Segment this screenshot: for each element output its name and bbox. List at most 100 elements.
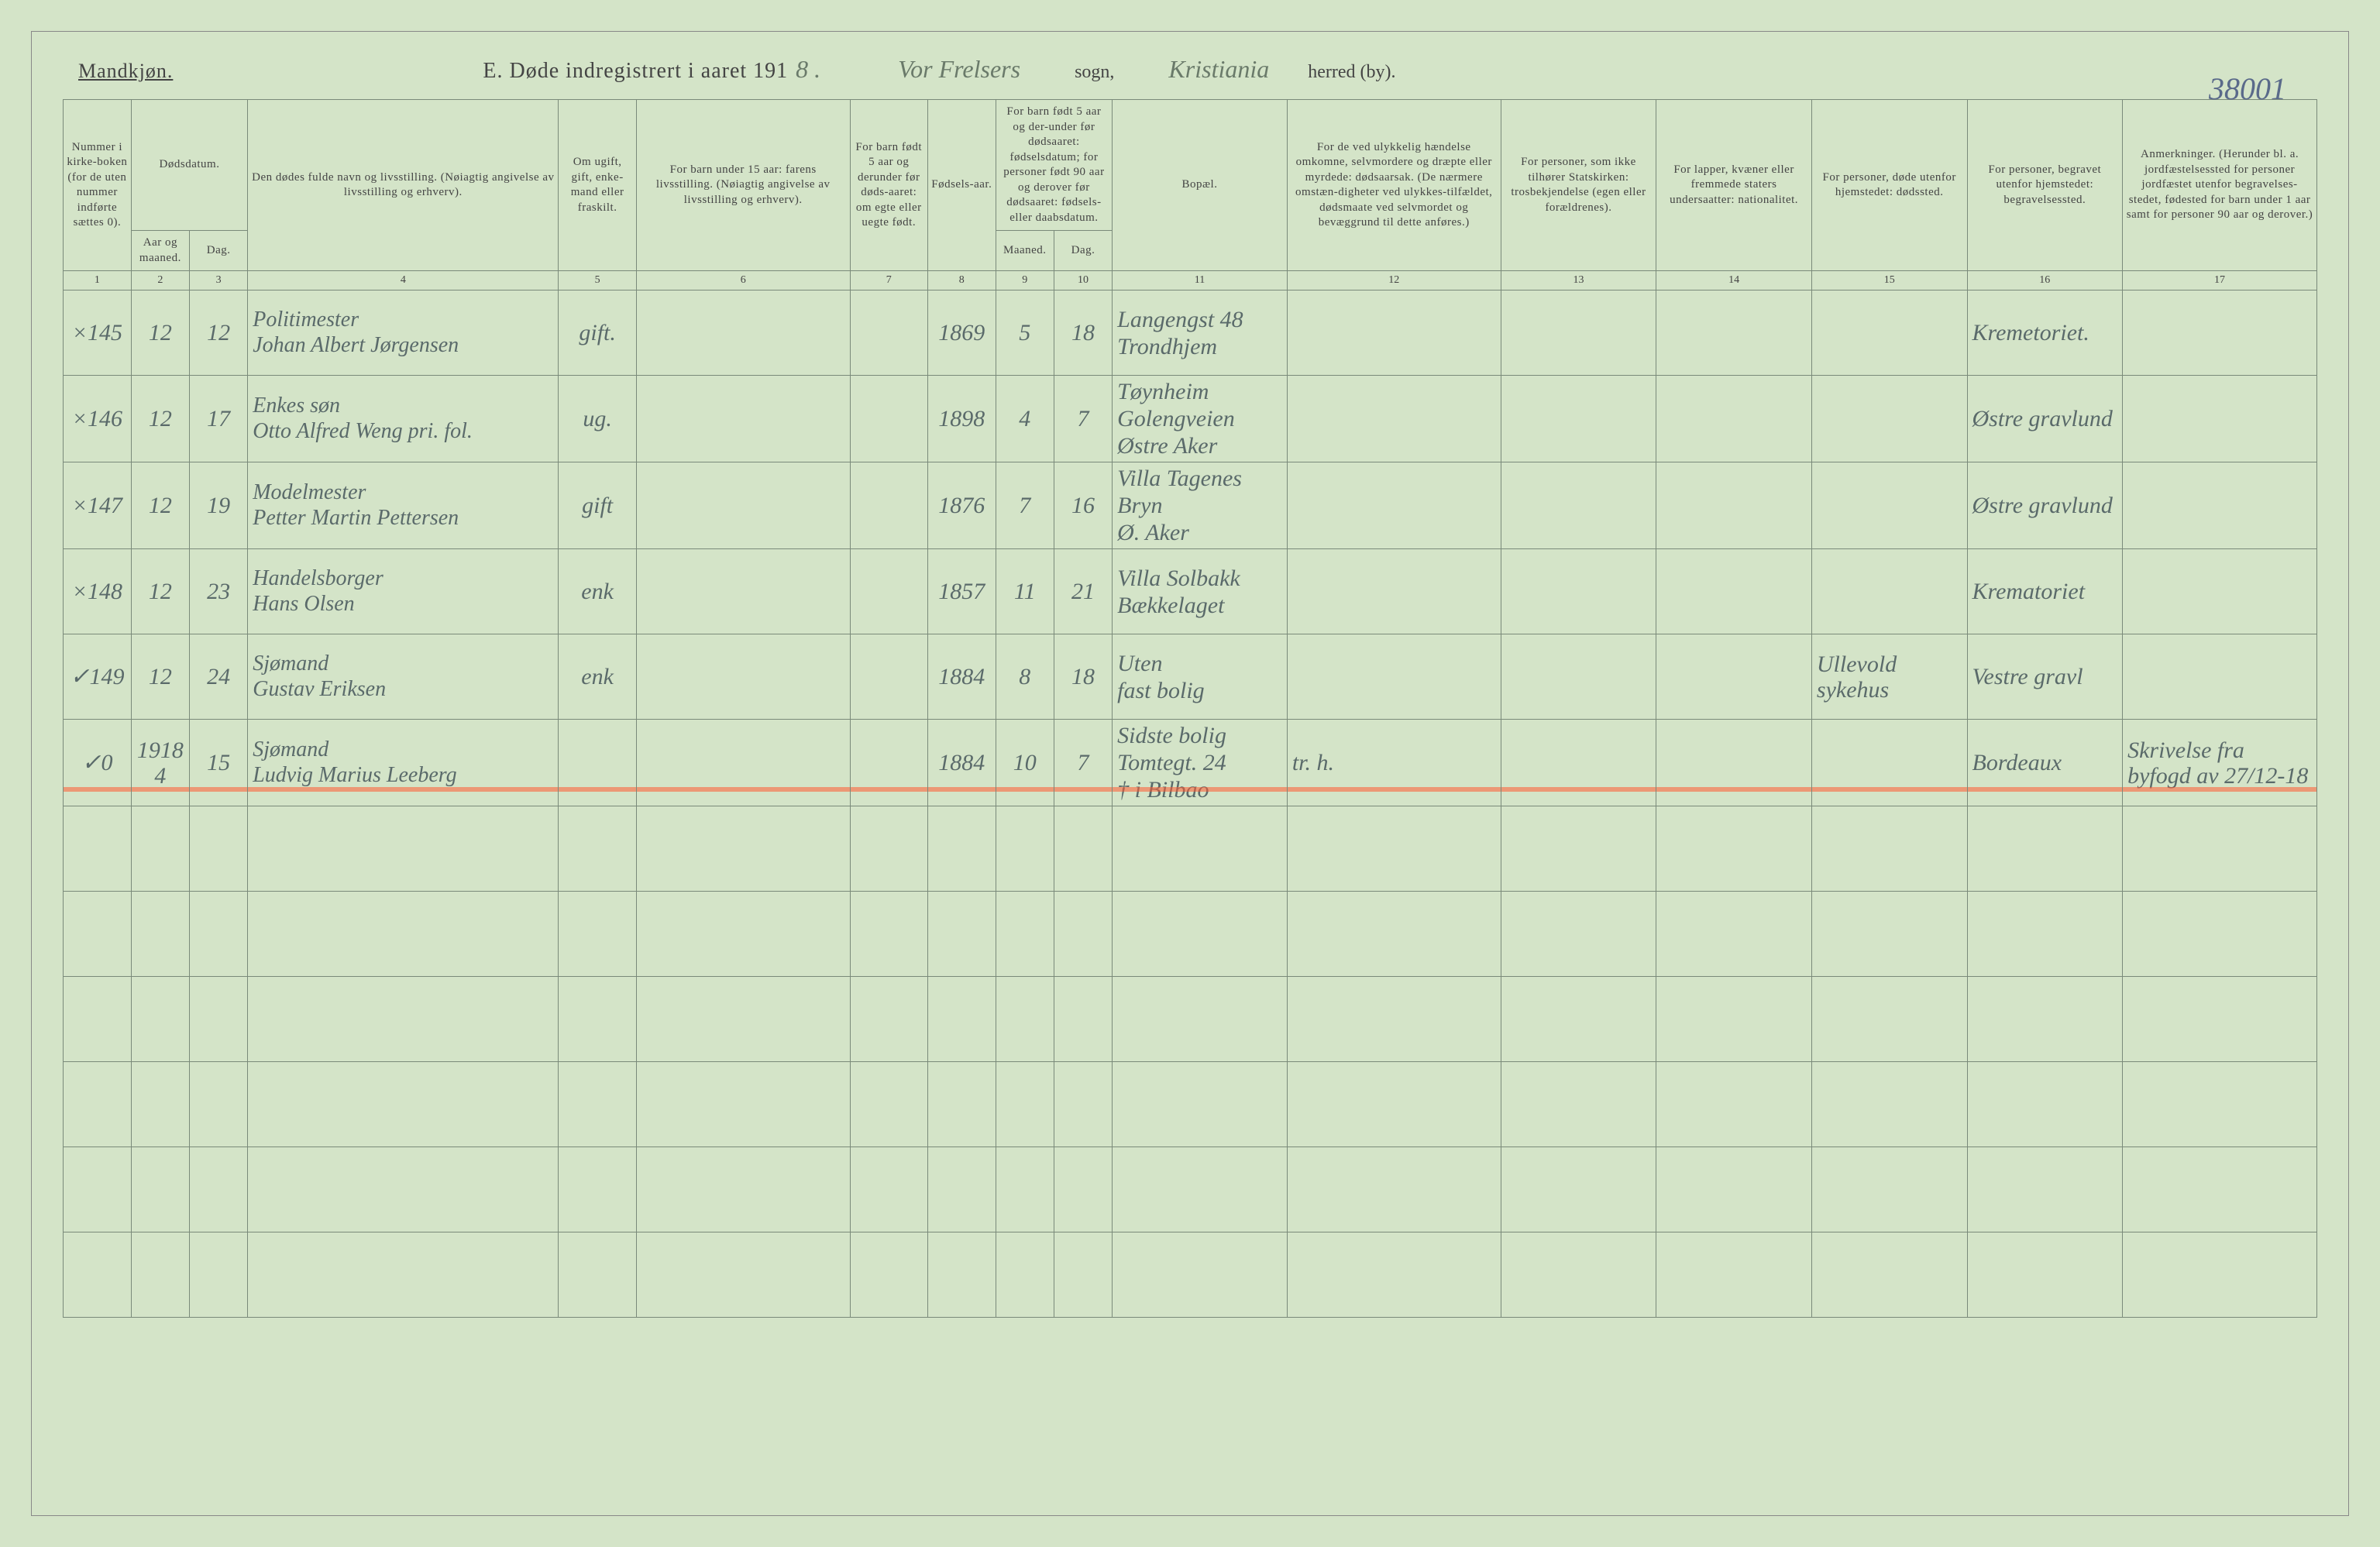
cell: [636, 806, 850, 892]
cell: 12: [131, 462, 189, 549]
col-header: Anmerkninger. (Herunder bl. a. jordfæste…: [2123, 100, 2317, 271]
cell: TøynheimGolengveienØstre Aker: [1113, 376, 1288, 462]
cell: 8: [996, 634, 1054, 720]
col-header: For personer, begravet utenfor hjemstede…: [1967, 100, 2123, 271]
cell: [2123, 1147, 2317, 1232]
cell: [1967, 977, 2123, 1062]
col-header: For barn født 5 aar og der-under før død…: [996, 100, 1112, 231]
column-number: 15: [1811, 271, 1967, 290]
column-number: 9: [996, 271, 1054, 290]
cell: [1113, 806, 1288, 892]
cell: [189, 1232, 247, 1318]
cell: ✓149: [64, 634, 132, 720]
col-header: Den dødes fulde navn og livsstilling. (N…: [248, 100, 559, 271]
cell: [248, 1147, 559, 1232]
cell: [636, 1062, 850, 1147]
column-number: 12: [1287, 271, 1501, 290]
cell: [927, 1232, 996, 1318]
column-number: 14: [1656, 271, 1812, 290]
cell: [1287, 376, 1501, 462]
cell: 16: [1054, 462, 1112, 549]
cell: [1501, 806, 1656, 892]
cell: [850, 892, 927, 977]
cell: [1967, 806, 2123, 892]
cell: Ullevold sykehus: [1811, 634, 1967, 720]
cell: [1811, 462, 1967, 549]
cell: [2123, 549, 2317, 634]
cell: [1811, 977, 1967, 1062]
col-header: For barn under 15 aar: farens livsstilli…: [636, 100, 850, 271]
cell: [636, 1232, 850, 1318]
cell: [636, 376, 850, 462]
col-header: For personer, døde utenfor hjemstedet: d…: [1811, 100, 1967, 271]
table-row: ×1471219ModelmesterPetter Martin Petters…: [64, 462, 2317, 549]
cell: 5: [996, 290, 1054, 376]
table-row: ×1481223HandelsborgerHans Olsenenk185711…: [64, 549, 2317, 634]
col-header: For personer, som ikke tilhører Statskir…: [1501, 100, 1656, 271]
col-header: For lapper, kvæner eller fremmede stater…: [1656, 100, 1812, 271]
cell: [636, 290, 850, 376]
cell: [248, 977, 559, 1062]
district-name: Kristiania: [1161, 55, 1277, 84]
table-row: [64, 1062, 2317, 1147]
cell: [189, 892, 247, 977]
cell: [2123, 806, 2317, 892]
column-number-row: 1234567891011121314151617: [64, 271, 2317, 290]
cell: 12: [131, 290, 189, 376]
cell: [850, 549, 927, 634]
col-header: Dag.: [1054, 231, 1112, 271]
cell: [1501, 720, 1656, 806]
parish-name: Vor Frelsers: [890, 55, 1028, 84]
cell: [996, 1232, 1054, 1318]
cell: [1054, 1062, 1112, 1147]
cell: [850, 1232, 927, 1318]
cell: [1967, 1062, 2123, 1147]
cell: gift: [559, 462, 636, 549]
cell: [1054, 977, 1112, 1062]
cell: [64, 977, 132, 1062]
cell: enk: [559, 549, 636, 634]
cell: 21: [1054, 549, 1112, 634]
cell: 10: [996, 720, 1054, 806]
cell: [1113, 1062, 1288, 1147]
cell: [1501, 462, 1656, 549]
cell: 7: [1054, 720, 1112, 806]
table-row: [64, 977, 2317, 1062]
cell: [189, 1062, 247, 1147]
cell: [1501, 977, 1656, 1062]
cell: [850, 1062, 927, 1147]
col-header: Maaned.: [996, 231, 1054, 271]
cell: 1898: [927, 376, 996, 462]
table-row: ✓1491224SjømandGustav Eriksenenk1884818U…: [64, 634, 2317, 720]
cell: [850, 376, 927, 462]
cell: [1811, 1062, 1967, 1147]
column-number: 4: [248, 271, 559, 290]
cell: [1054, 1232, 1112, 1318]
ledger-page: 38001 Mandkjøn. E. Døde indregistrert i …: [31, 31, 2349, 1516]
cell: [1501, 549, 1656, 634]
cell: HandelsborgerHans Olsen: [248, 549, 559, 634]
cell: [1811, 1147, 1967, 1232]
cell: [1287, 290, 1501, 376]
cell: 7: [996, 462, 1054, 549]
gender-label: Mandkjøn.: [78, 60, 173, 83]
cell: 17: [189, 376, 247, 462]
cell: [636, 977, 850, 1062]
cell: [131, 1147, 189, 1232]
column-number: 1: [64, 271, 132, 290]
cell: [1656, 634, 1812, 720]
cell: [1811, 376, 1967, 462]
col-header: Aar og maaned.: [131, 231, 189, 271]
cell: [927, 1062, 996, 1147]
cell: [1967, 1232, 2123, 1318]
cell: [636, 549, 850, 634]
column-number: 5: [559, 271, 636, 290]
parish-label: sogn,: [1075, 62, 1114, 83]
cell: PolitimesterJohan Albert Jørgensen: [248, 290, 559, 376]
cell: ×145: [64, 290, 132, 376]
cell: [1501, 892, 1656, 977]
cell: [248, 806, 559, 892]
cell: [64, 806, 132, 892]
cell: ✓0: [64, 720, 132, 806]
page-header: Mandkjøn. E. Døde indregistrert i aaret …: [63, 55, 2317, 84]
